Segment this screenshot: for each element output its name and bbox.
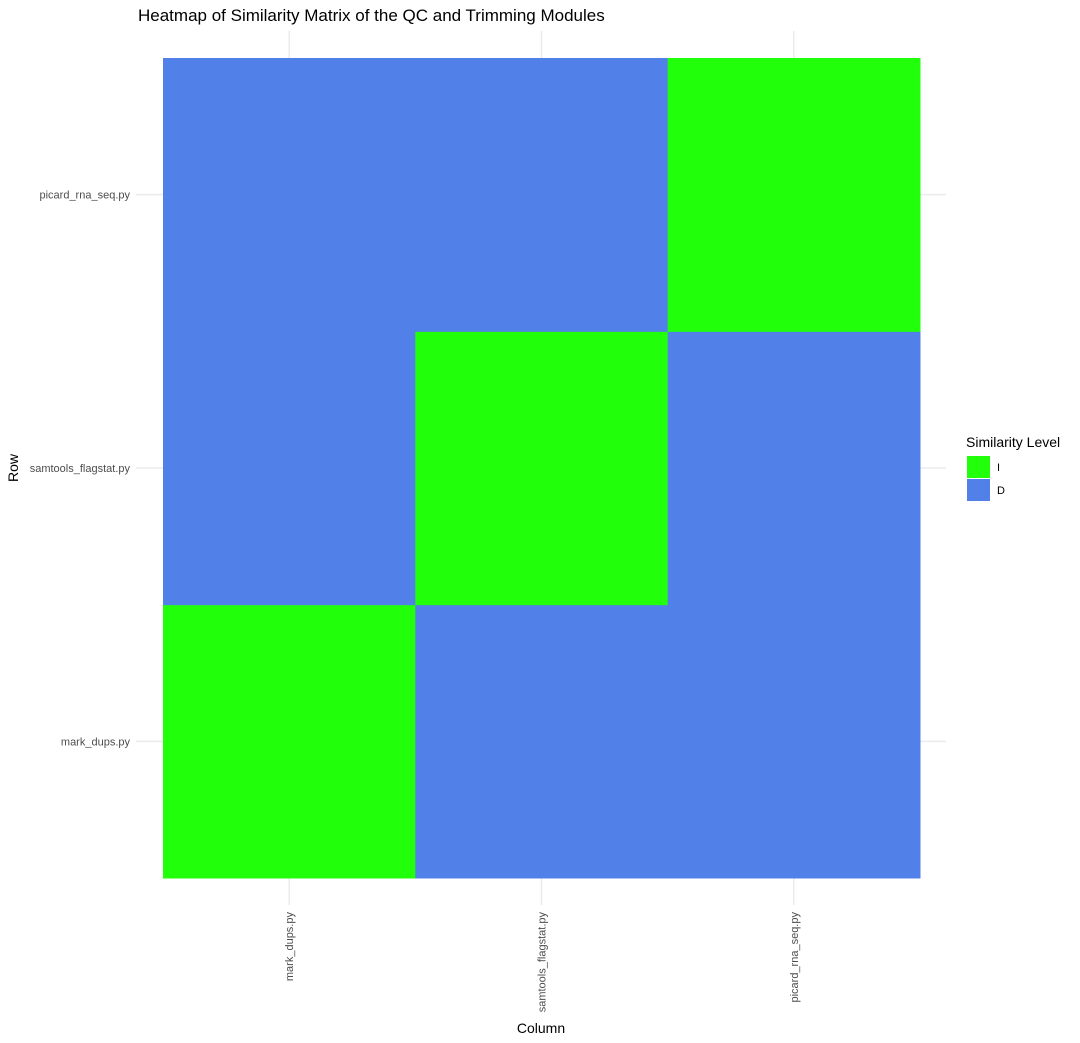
legend: Similarity Level ID xyxy=(966,434,1060,501)
legend-label: I xyxy=(997,462,1000,474)
y-axis-title: Row xyxy=(5,453,21,482)
heatmap-cell-samtools-flagstat-py-samtools-flagstat-py xyxy=(415,331,669,606)
heatmap-cell-samtools-flagstat-py-picard-rna-seq-py xyxy=(667,331,921,606)
x-tick-label: mark_dups.py xyxy=(284,912,296,982)
x-axis-title: Column xyxy=(517,1020,565,1036)
heatmap-cell-mark-dups-py-samtools-flagstat-py xyxy=(415,604,669,879)
heatmap-cells xyxy=(163,58,921,879)
y-tick-label: picard_rna_seq.py xyxy=(39,190,130,202)
legend-key-i xyxy=(967,456,990,478)
heatmap-cell-samtools-flagstat-py-mark-dups-py xyxy=(163,331,416,606)
y-tick-label: samtools_flagstat.py xyxy=(30,463,131,475)
chart-title: Heatmap of Similarity Matrix of the QC a… xyxy=(138,6,605,25)
legend-title: Similarity Level xyxy=(966,434,1060,450)
x-tick-label: picard_rna_seq.py xyxy=(789,912,801,1003)
y-tick-labels: mark_dups.py samtools_flagstat.py picard_r… xyxy=(30,190,131,749)
heatmap-cell-picard-rna-seq-py-samtools-flagstat-py xyxy=(415,58,669,332)
heatmap-cell-mark-dups-py-picard-rna-seq-py xyxy=(667,604,921,879)
heatmap-cell-mark-dups-py-mark-dups-py xyxy=(163,604,416,879)
legend-key-d xyxy=(967,479,990,501)
x-tick-labels: mark_dups.py samtools_flagstat.py picard_r… xyxy=(284,912,801,1013)
y-tick-label: mark_dups.py xyxy=(61,736,131,748)
legend-label: D xyxy=(997,485,1005,497)
x-tick-label: samtools_flagstat.py xyxy=(537,912,549,1013)
heatmap-cell-picard-rna-seq-py-picard-rna-seq-py xyxy=(667,58,921,332)
heatmap-cell-picard-rna-seq-py-mark-dups-py xyxy=(163,58,416,332)
